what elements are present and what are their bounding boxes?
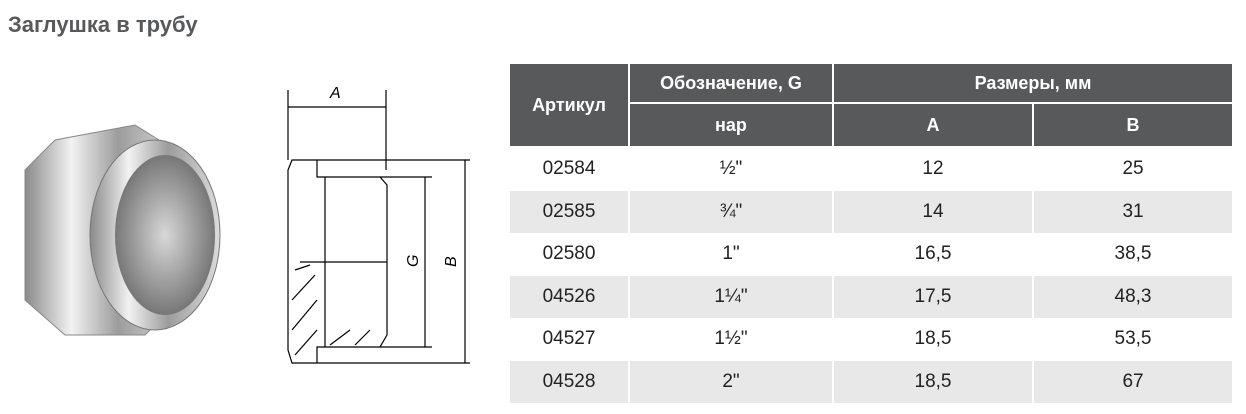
cell-b: 38,5	[1032, 233, 1235, 276]
cell-g: 1¼"	[628, 275, 834, 318]
cell-b: 48,3	[1032, 275, 1235, 318]
cell-a: 12	[832, 147, 1034, 191]
table-row: 04528 2" 18,5 67	[508, 360, 1235, 403]
cell-g: ¾"	[628, 190, 834, 233]
cell-a: 16,5	[832, 233, 1034, 276]
cell-g: 1"	[628, 233, 834, 276]
cell-a: 18,5	[832, 318, 1034, 361]
header-sizes: Размеры, мм	[831, 62, 1235, 104]
cell-article: 02585	[508, 190, 630, 233]
cell-article: 04528	[508, 360, 630, 403]
cell-article: 04526	[508, 275, 630, 318]
label-g: G	[405, 255, 422, 267]
table-row: 02580 1" 16,5 38,5	[508, 233, 1235, 276]
cell-a: 14	[832, 190, 1034, 233]
cell-b: 67	[1032, 360, 1235, 403]
page-title: Заглушка в трубу	[8, 12, 198, 37]
header-thread: нар	[628, 102, 834, 148]
header-b: B	[1031, 102, 1235, 148]
cell-g: ½"	[628, 147, 834, 191]
header-designation: Обозначение, G	[628, 62, 834, 104]
cell-b: 53,5	[1032, 318, 1235, 361]
cell-article: 04527	[508, 318, 630, 361]
cell-g: 2"	[628, 360, 834, 403]
table-row: 04527 1½" 18,5 53,5	[508, 318, 1235, 361]
cell-a: 18,5	[832, 360, 1034, 403]
cell-article: 02580	[508, 233, 630, 276]
cell-article: 02584	[508, 147, 630, 191]
table-row: 02584 ½" 12 25	[508, 147, 1235, 191]
header-article: Артикул	[508, 62, 630, 148]
label-b: B	[443, 256, 460, 267]
cell-b: 31	[1032, 190, 1235, 233]
header-a: A	[832, 102, 1034, 148]
table-row: 04526 1¼" 17,5 48,3	[508, 275, 1235, 318]
label-a: A	[329, 85, 341, 102]
product-photo	[24, 124, 221, 336]
table-row: 02585 ¾" 14 31	[508, 190, 1235, 233]
cell-b: 25	[1032, 147, 1235, 191]
specs-table: Артикул Обозначение, G Размеры, мм нар A…	[508, 62, 1235, 403]
technical-drawing: A G B	[287, 85, 470, 364]
cell-g: 1½"	[628, 318, 834, 361]
cell-a: 17,5	[832, 275, 1034, 318]
